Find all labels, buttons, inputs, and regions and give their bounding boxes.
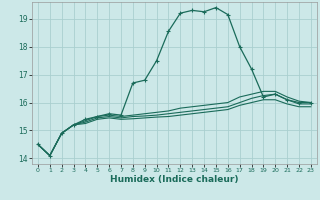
X-axis label: Humidex (Indice chaleur): Humidex (Indice chaleur) bbox=[110, 175, 239, 184]
